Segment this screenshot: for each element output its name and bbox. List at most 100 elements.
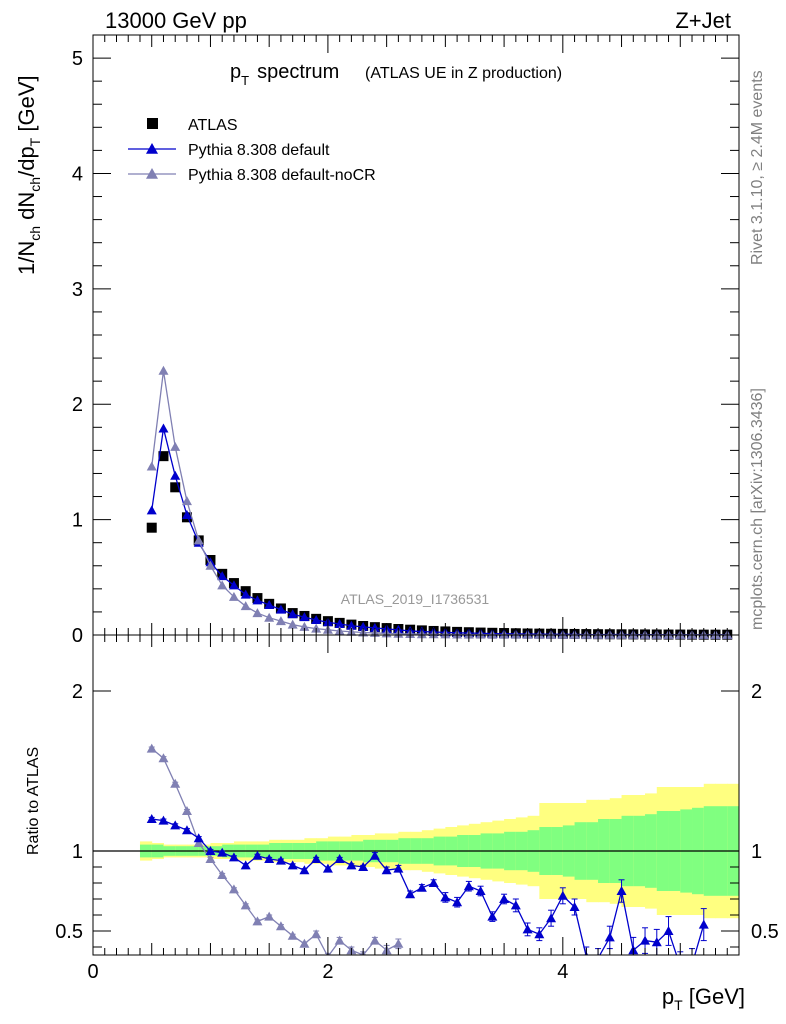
- main-title-p: p: [230, 61, 241, 83]
- ratio-point: [369, 850, 380, 860]
- ratio-point: [651, 937, 662, 947]
- ratio-point: [311, 854, 322, 863]
- data-point: [287, 619, 298, 629]
- ratio-point: [299, 865, 310, 875]
- data-point: [170, 482, 181, 493]
- ratio-point: [311, 929, 322, 939]
- main-ytick-label: 5: [72, 48, 83, 70]
- ratio-point: [146, 743, 157, 753]
- ratio-point: [393, 863, 404, 873]
- data-point: [299, 612, 310, 622]
- data-point: [334, 619, 345, 629]
- ratio-point: [604, 932, 615, 942]
- ratio-point: [287, 930, 298, 940]
- ratio-point: [405, 889, 416, 899]
- data-point: [346, 620, 357, 630]
- legend-marker: [146, 143, 158, 154]
- ratio-point: [287, 860, 298, 870]
- data-point: [252, 595, 263, 605]
- main-title-rest: spectrum: [257, 61, 339, 83]
- legend-item: Pythia 8.308 default-noCR: [128, 167, 376, 184]
- data-point: [146, 505, 157, 515]
- main-ytick-label: 0: [72, 625, 83, 647]
- ratio-point: [334, 935, 345, 945]
- ratio-point: [334, 854, 345, 863]
- ratio-point: [217, 847, 228, 857]
- ratio-point: [569, 902, 580, 911]
- data-point: [287, 609, 298, 619]
- data-point: [264, 600, 275, 609]
- legend-marker: [146, 168, 158, 179]
- series-atlas: [146, 451, 733, 640]
- ratio-point: [170, 820, 181, 830]
- ratio-point: [240, 900, 251, 910]
- rivet-label: Rivet 3.1.10, ≥ 2.4M events: [749, 70, 766, 265]
- process-label: Z+Jet: [675, 8, 731, 33]
- ratio-ylabel: Ratio to ATLAS: [25, 747, 42, 855]
- ratio-point: [546, 913, 557, 923]
- ratio-point: [534, 929, 545, 939]
- data-point: [181, 510, 192, 519]
- data-point: [228, 580, 239, 590]
- ratio-point: [252, 916, 263, 926]
- ratio-point: [698, 919, 709, 929]
- legend-marker: [147, 118, 158, 129]
- main-title: pT spectrum: [230, 61, 339, 88]
- main-panel: 0 1 2 3 4 5 pT spectrum (ATLAS UE in Z product…: [14, 34, 740, 647]
- ratio-point: [264, 854, 275, 863]
- ratio-line: [151, 748, 399, 955]
- data-point: [146, 522, 157, 533]
- ratio-point: [499, 894, 510, 903]
- data-point: [264, 612, 275, 622]
- ratio-point: [158, 815, 169, 825]
- ratio-point: [358, 862, 369, 871]
- data-point: [299, 621, 310, 631]
- ratio-panel: 0.5 0.5 1 1 2 2 0 2 4 Ratio to ATLAS pT [GeV]: [25, 634, 779, 1013]
- ratio-point: [663, 926, 674, 935]
- ratio-point: [322, 863, 333, 873]
- data-point: [358, 621, 369, 631]
- mcplots-label: mcplots.cern.ch [arXiv:1306.3436]: [749, 388, 766, 630]
- ratio-point: [240, 860, 251, 870]
- main-ytick-label: 1: [72, 510, 83, 532]
- legend-item: ATLAS: [147, 117, 238, 134]
- ratio-point: [428, 878, 439, 887]
- ratio-point: [557, 890, 568, 900]
- ratio-point: [217, 870, 228, 879]
- data-point: [158, 365, 169, 375]
- legend-label: Pythia 8.308 default: [188, 142, 330, 159]
- ratio-point: [675, 961, 685, 970]
- ratio-ytick-label: 2: [72, 681, 83, 703]
- data-point: [170, 441, 181, 451]
- ratio-point: [299, 938, 310, 948]
- legend: ATLAS Pythia 8.308 default Pythia 8.308 de…: [128, 117, 376, 184]
- ratio-point: [416, 882, 427, 892]
- ratio-point: [346, 860, 357, 870]
- ratio-ytick-label-right: 0.5: [751, 921, 779, 943]
- beam-label: 13000 GeV pp: [105, 8, 247, 33]
- ratio-point: [687, 960, 697, 969]
- main-title-sub: T: [241, 73, 249, 88]
- ratio-point: [193, 838, 204, 847]
- data-point: [240, 589, 251, 599]
- data-point: [158, 451, 169, 462]
- ratio-point: [275, 921, 286, 931]
- ratio-point: [640, 935, 651, 945]
- ratio-point: [393, 938, 404, 948]
- main-title-paren: (ATLAS UE in Z production): [365, 65, 562, 82]
- data-point: [205, 560, 216, 570]
- legend-label: Pythia 8.308 default-noCR: [188, 167, 376, 184]
- ratio-ytick-label-right: 2: [751, 681, 762, 703]
- ratio-point: [275, 855, 286, 865]
- data-point: [275, 604, 286, 614]
- data-point: [217, 571, 228, 581]
- ratio-point: [252, 850, 263, 860]
- main-ytick-label: 4: [72, 163, 83, 185]
- legend-label: ATLAS: [188, 117, 238, 134]
- ratio-xlabel: pT [GeV]: [662, 984, 745, 1013]
- ratio-ytick-label-right: 1: [751, 841, 762, 863]
- ratio-point: [205, 846, 216, 855]
- ratio-point: [369, 935, 380, 945]
- data-point: [252, 608, 263, 618]
- data-point: [311, 615, 322, 624]
